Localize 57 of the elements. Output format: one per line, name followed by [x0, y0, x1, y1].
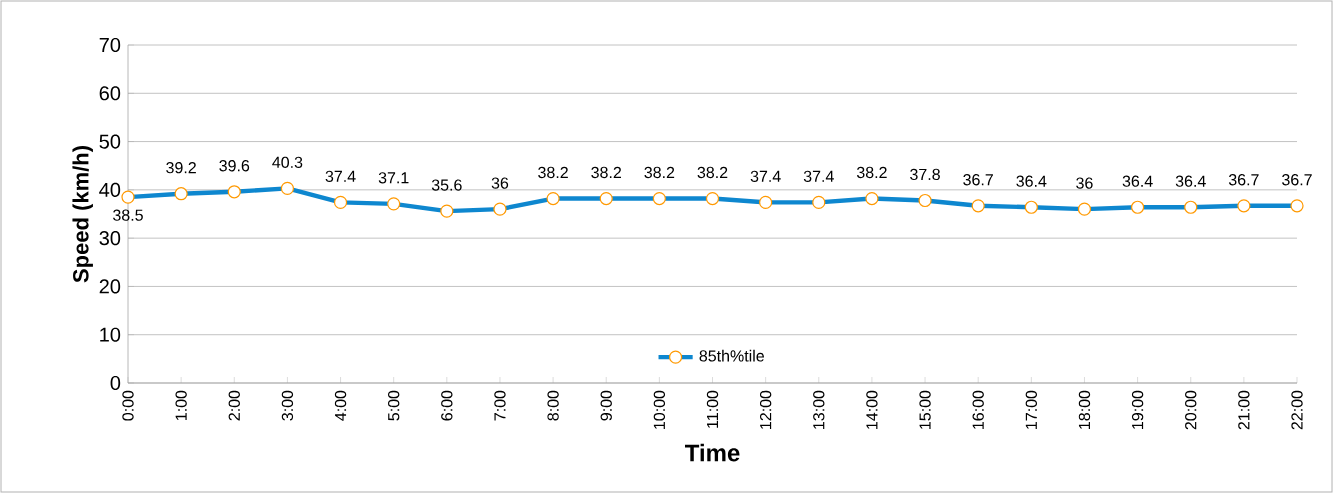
x-tick-label: 3:00: [281, 390, 294, 421]
x-tick-label: 19:00: [1131, 390, 1144, 429]
data-label: 39.6: [219, 160, 250, 172]
x-tick-label: 7:00: [494, 390, 506, 421]
data-label: 40.3: [272, 156, 303, 169]
y-axis-title: Speed (km/h): [72, 146, 93, 283]
x-tick-label: 20:00: [1185, 390, 1197, 430]
y-tick-label: 40: [99, 182, 121, 197]
data-label: 37.4: [325, 170, 356, 183]
data-label: 38.2: [538, 166, 568, 179]
data-label: 36.7: [1228, 174, 1259, 186]
data-label: 36.4: [1175, 175, 1206, 187]
x-tick-label: 18:00: [1078, 390, 1091, 429]
data-label: 38.2: [856, 166, 887, 179]
data-label: 37.4: [750, 170, 781, 183]
x-tick-label: 17:00: [1025, 390, 1037, 429]
data-label: 36.7: [1282, 174, 1312, 186]
data-label: 36: [491, 177, 509, 189]
y-tick-label: 50: [99, 134, 121, 149]
x-tick-label: 14:00: [866, 390, 878, 429]
x-tick-label: 4:00: [334, 390, 347, 421]
y-tick-label: 30: [99, 231, 121, 246]
data-label: 38.2: [644, 166, 675, 179]
x-tick-label: 1:00: [175, 390, 187, 420]
x-tick-label: 2:00: [228, 390, 240, 421]
y-tick-label: 20: [99, 279, 121, 294]
data-label: 39.2: [166, 162, 196, 174]
x-tick-label: 15:00: [919, 390, 931, 429]
data-label: 35.6: [431, 179, 462, 191]
data-label: 36.7: [963, 174, 993, 186]
x-tick-label: 11:00: [706, 390, 719, 428]
x-tick-label: 10:00: [653, 390, 666, 429]
x-tick-label: 9:00: [600, 390, 612, 421]
data-label: 38.5: [113, 209, 143, 221]
data-label: 37.4: [803, 170, 834, 183]
x-tick-label: 0:00: [122, 390, 134, 421]
x-tick-label: 13:00: [813, 390, 825, 429]
data-label: 36.4: [1122, 175, 1153, 187]
x-tick-label: 21:00: [1238, 390, 1250, 430]
data-label: 37.8: [910, 168, 940, 181]
legend-label: 85th%tile: [699, 349, 764, 362]
x-tick-label: 6:00: [441, 390, 453, 421]
data-label: 38.2: [697, 166, 728, 179]
data-label: 36: [1076, 177, 1093, 189]
x-tick-label: 22:00: [1291, 390, 1303, 430]
x-tick-label: 16:00: [972, 390, 984, 429]
data-label: 37.1: [378, 172, 409, 184]
x-tick-label: 5:00: [388, 390, 400, 421]
x-tick-label: 8:00: [547, 390, 559, 421]
y-tick-label: 60: [99, 86, 121, 101]
x-axis-title: Time: [685, 443, 740, 462]
y-tick-label: 0: [110, 375, 121, 391]
data-label: 36.4: [1016, 175, 1047, 187]
y-tick-label: 10: [100, 327, 121, 342]
x-tick-label: 12:00: [759, 390, 772, 429]
y-tick-label: 70: [99, 37, 121, 53]
data-label: 38.2: [591, 166, 621, 179]
